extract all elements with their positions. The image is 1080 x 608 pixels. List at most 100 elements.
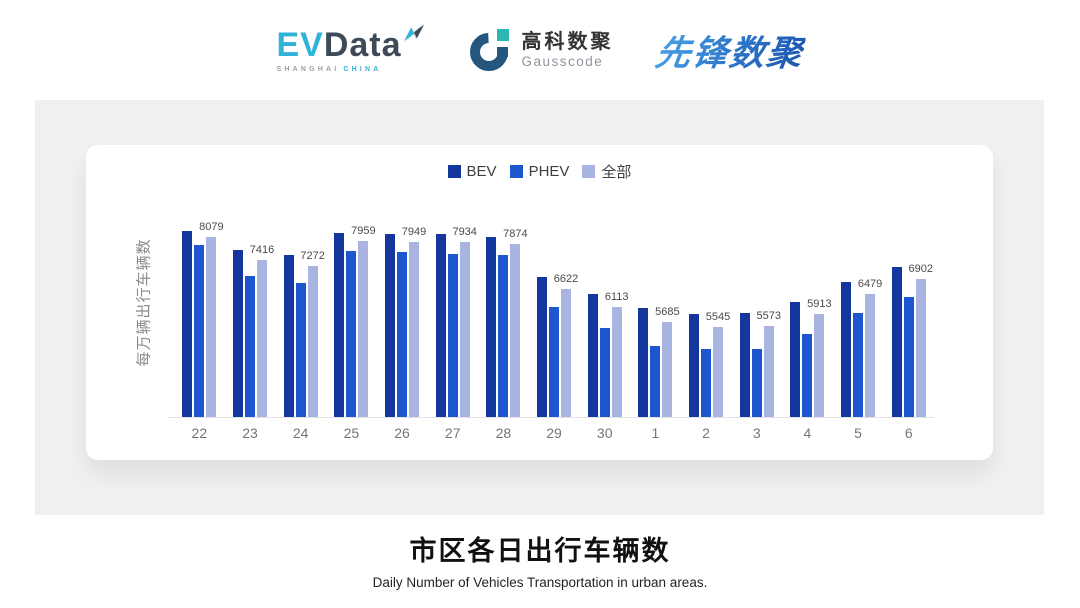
bar-PHEV-day-2 [701, 349, 712, 417]
bar-group-day-30: 6113 [579, 222, 630, 417]
plot-area: 8079 7416 7272 7959 7949 7934 7874 6622 6113 5685… [174, 221, 934, 417]
legend-swatch-icon [582, 165, 596, 178]
bar-value-label-day-1: 5685 [655, 306, 680, 318]
bar-PHEV-day-4 [802, 334, 813, 417]
xianfeng-logo: 先锋数聚 [652, 25, 807, 76]
bar-PHEV-day-25 [346, 251, 357, 417]
bar-value-label-day-2: 5545 [705, 311, 731, 323]
bar-group-day-24: 7272 [275, 222, 326, 417]
bar-PHEV-day-6 [903, 297, 914, 417]
bar-全部-day-24 [307, 266, 318, 417]
x-tick-label-28: 28 [495, 425, 512, 441]
bar-BEV-day-27 [435, 234, 446, 417]
bar-全部-day-28 [510, 244, 521, 417]
bar-PHEV-day-28 [498, 255, 509, 417]
gausscode-text: 高科数聚 Gausscode [522, 31, 614, 70]
x-tick-label-6: 6 [904, 425, 913, 441]
bar-全部-day-6 [915, 279, 926, 417]
x-tick-label-5: 5 [854, 425, 862, 441]
bar-value-label-day-26: 7949 [401, 226, 427, 238]
bar-BEV-day-23 [233, 250, 243, 417]
bar-全部-day-25 [358, 241, 369, 417]
evdata-tagline-left: SHANGHAI [276, 65, 340, 73]
gausscode-logo: 高科数聚 Gausscode [467, 27, 614, 73]
bar-BEV-day-25 [334, 233, 345, 417]
evdata-logo: EV Data SHANGHAI CHINA [276, 23, 424, 73]
bar-value-label-day-25: 7959 [351, 225, 376, 237]
legend-item-全部[interactable]: 全部 [582, 161, 631, 182]
bar-PHEV-day-5 [853, 313, 864, 417]
x-tick-label-30: 30 [596, 425, 613, 441]
x-tick-label-25: 25 [343, 425, 360, 441]
evdata-tagline: SHANGHAI CHINA [276, 66, 381, 73]
bar-group-day-26: 7949 [377, 222, 428, 417]
bar-group-day-4: 5913 [782, 222, 833, 417]
bar-BEV-day-6 [891, 267, 902, 417]
logo-bar: EV Data SHANGHAI CHINA 高科数聚 Gausscode 先锋数聚 [0, 0, 1080, 100]
bar-value-label-day-5: 6479 [857, 278, 883, 290]
bar-PHEV-day-30 [599, 328, 610, 417]
bar-value-label-day-29: 6622 [553, 273, 579, 285]
bar-全部-day-3 [763, 326, 774, 417]
bar-group-day-2: 5545 [681, 222, 732, 417]
legend-swatch-icon [509, 165, 523, 178]
x-axis-labels: 22 23 24 25 26 27 28 29 30 1 2 3 4 5 6 [174, 425, 934, 441]
legend-item-BEV[interactable]: BEV [447, 163, 497, 180]
bar-PHEV-day-27 [447, 254, 458, 417]
x-tick-label-29: 29 [546, 425, 562, 441]
legend-swatch-icon [447, 165, 461, 178]
x-tick-label-4: 4 [803, 425, 812, 441]
bar-value-label-day-6: 6902 [908, 263, 933, 275]
gausscode-en-name: Gausscode [521, 53, 604, 69]
bar-value-label-day-23: 7416 [249, 244, 275, 256]
bar-BEV-day-26 [385, 234, 396, 417]
bar-全部-day-22 [206, 237, 217, 417]
chart-card: BEV PHEV 全部 每万辆出行车辆数 8079 7416 7272 7959 7949 7… [86, 145, 993, 460]
gausscode-cn-name: 高科数聚 [521, 30, 614, 53]
evdata-tagline-right: CHINA [343, 65, 382, 73]
bar-全部-day-23 [257, 260, 267, 417]
bar-PHEV-day-1 [650, 346, 661, 417]
legend-item-PHEV[interactable]: PHEV [509, 163, 569, 180]
bar-group-day-23: 7416 [225, 222, 276, 417]
x-tick-label-26: 26 [394, 425, 410, 441]
bar-BEV-day-1 [638, 308, 649, 417]
evdata-wordmark: EV Data [276, 23, 424, 62]
bar-value-label-day-3: 5573 [756, 310, 781, 322]
bar-BEV-day-30 [587, 294, 598, 417]
bar-全部-day-27 [459, 242, 470, 417]
chart-subtitle: Daily Number of Vehicles Transportation … [372, 575, 708, 590]
x-tick-label-2: 2 [702, 425, 710, 441]
x-tick-label-24: 24 [292, 425, 309, 441]
title-block: 市区各日出行车辆数 Daily Number of Vehicles Trans… [0, 529, 1080, 590]
bar-group-day-25: 7959 [326, 222, 377, 417]
bar-value-label-day-4: 5913 [807, 298, 832, 310]
bar-BEV-day-5 [841, 282, 852, 417]
y-axis-title-wrap: 每万辆出行车辆数 [132, 202, 154, 402]
bar-PHEV-day-3 [751, 349, 762, 417]
bar-全部-day-29 [561, 289, 572, 417]
bar-BEV-day-24 [283, 255, 294, 417]
bar-value-label-day-24: 7272 [300, 250, 325, 262]
bar-group-day-6: 6902 [883, 222, 934, 417]
bar-group-day-3: 5573 [731, 222, 782, 417]
bar-value-label-day-27: 7934 [452, 226, 477, 238]
bar-PHEV-day-26 [397, 252, 408, 417]
bar-group-day-5: 6479 [833, 222, 884, 417]
x-axis-line [168, 417, 934, 418]
bar-BEV-day-28 [486, 237, 497, 417]
bar-BEV-day-29 [537, 277, 548, 417]
bar-group-day-22: 8079 [174, 221, 225, 417]
chart-panel: BEV PHEV 全部 每万辆出行车辆数 8079 7416 7272 7959 7949 7… [35, 100, 1044, 515]
x-tick-label-3: 3 [752, 425, 761, 441]
bar-PHEV-day-22 [194, 245, 205, 417]
bar-group-day-27: 7934 [427, 222, 478, 417]
bar-全部-day-26 [409, 242, 420, 417]
bar-全部-day-2 [713, 327, 724, 417]
y-axis-title: 每万辆出行车辆数 [135, 237, 153, 367]
x-tick-label-22: 22 [191, 425, 208, 441]
bar-value-label-day-22: 8079 [199, 221, 224, 233]
legend-label: 全部 [601, 164, 632, 181]
bar-value-label-day-28: 7874 [503, 228, 528, 240]
bar-group-day-29: 6622 [529, 222, 580, 417]
